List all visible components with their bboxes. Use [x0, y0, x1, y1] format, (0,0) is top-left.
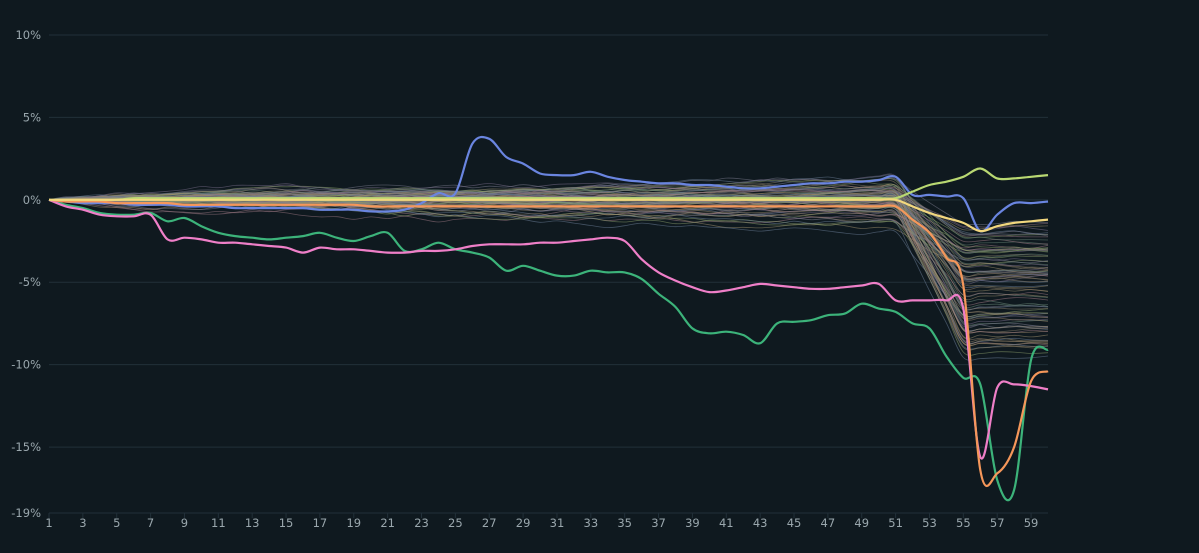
x-tick-label: 29: [516, 516, 531, 530]
background-series-line: [48, 190, 1049, 279]
highlighted-series-line: [49, 198, 1049, 233]
x-tick-label: 55: [956, 516, 971, 530]
y-tick-label: -10%: [11, 358, 41, 372]
x-tick-label: 13: [245, 516, 260, 530]
x-tick-label: 35: [617, 516, 632, 530]
highlighted-series-group: [48, 135, 1049, 502]
x-tick-label: 21: [380, 516, 395, 530]
x-tick-label: 9: [181, 516, 188, 530]
background-series-line: [48, 199, 1049, 264]
x-tick-label: 31: [550, 516, 565, 530]
background-series-line: [48, 199, 1049, 342]
x-tick-label: 53: [922, 516, 937, 530]
x-tick-label: 59: [1024, 516, 1039, 530]
x-tick-label: 17: [313, 516, 328, 530]
y-tick-label: 10%: [15, 28, 41, 42]
x-tick-label: 25: [448, 516, 463, 530]
x-tick-label: 41: [719, 516, 734, 530]
x-tick-label: 39: [685, 516, 700, 530]
x-tick-label: 45: [787, 516, 802, 530]
x-tick-label: 5: [113, 516, 120, 530]
y-tick-label: -15%: [11, 440, 41, 454]
y-tick-label: 5%: [23, 110, 41, 124]
y-tick-label: 0%: [23, 193, 41, 207]
x-tick-label: 23: [414, 516, 429, 530]
x-tick-label: 57: [990, 516, 1005, 530]
y-axis-labels: 10% 5% 0% -5% -10% -15% -19%: [11, 28, 41, 520]
x-tick-label: 3: [79, 516, 86, 530]
y-tick-label: -19%: [11, 506, 41, 520]
x-tick-label: 27: [482, 516, 497, 530]
highlighted-series-line: [49, 167, 1049, 202]
background-series-line: [48, 188, 1049, 339]
x-tick-label: 15: [279, 516, 294, 530]
x-tick-label: 7: [147, 516, 154, 530]
highlighted-series-line: [48, 198, 1049, 502]
x-tick-label: 37: [651, 516, 666, 530]
background-series-group: [48, 173, 1049, 361]
x-tick-label: 43: [753, 516, 768, 530]
x-tick-label: 33: [584, 516, 599, 530]
x-tick-label: 49: [854, 516, 869, 530]
highlighted-series-line: [48, 198, 1049, 488]
background-series-line: [48, 196, 1049, 344]
x-tick-label: 19: [346, 516, 361, 530]
x-axis-labels: 1 3 5 7 9 11 13 15 17 19 21 23 25 27 29 31 33 35 37 39 41 43 4…: [45, 513, 1038, 530]
x-tick-label: 11: [211, 516, 226, 530]
background-series-line: [48, 196, 1049, 346]
x-tick-label: 1: [45, 516, 52, 530]
highlighted-series-line: [48, 198, 1049, 460]
highlighted-series-line: [48, 135, 1049, 233]
x-tick-label: 51: [888, 516, 903, 530]
y-tick-label: -5%: [19, 275, 41, 289]
x-tick-label: 47: [821, 516, 836, 530]
